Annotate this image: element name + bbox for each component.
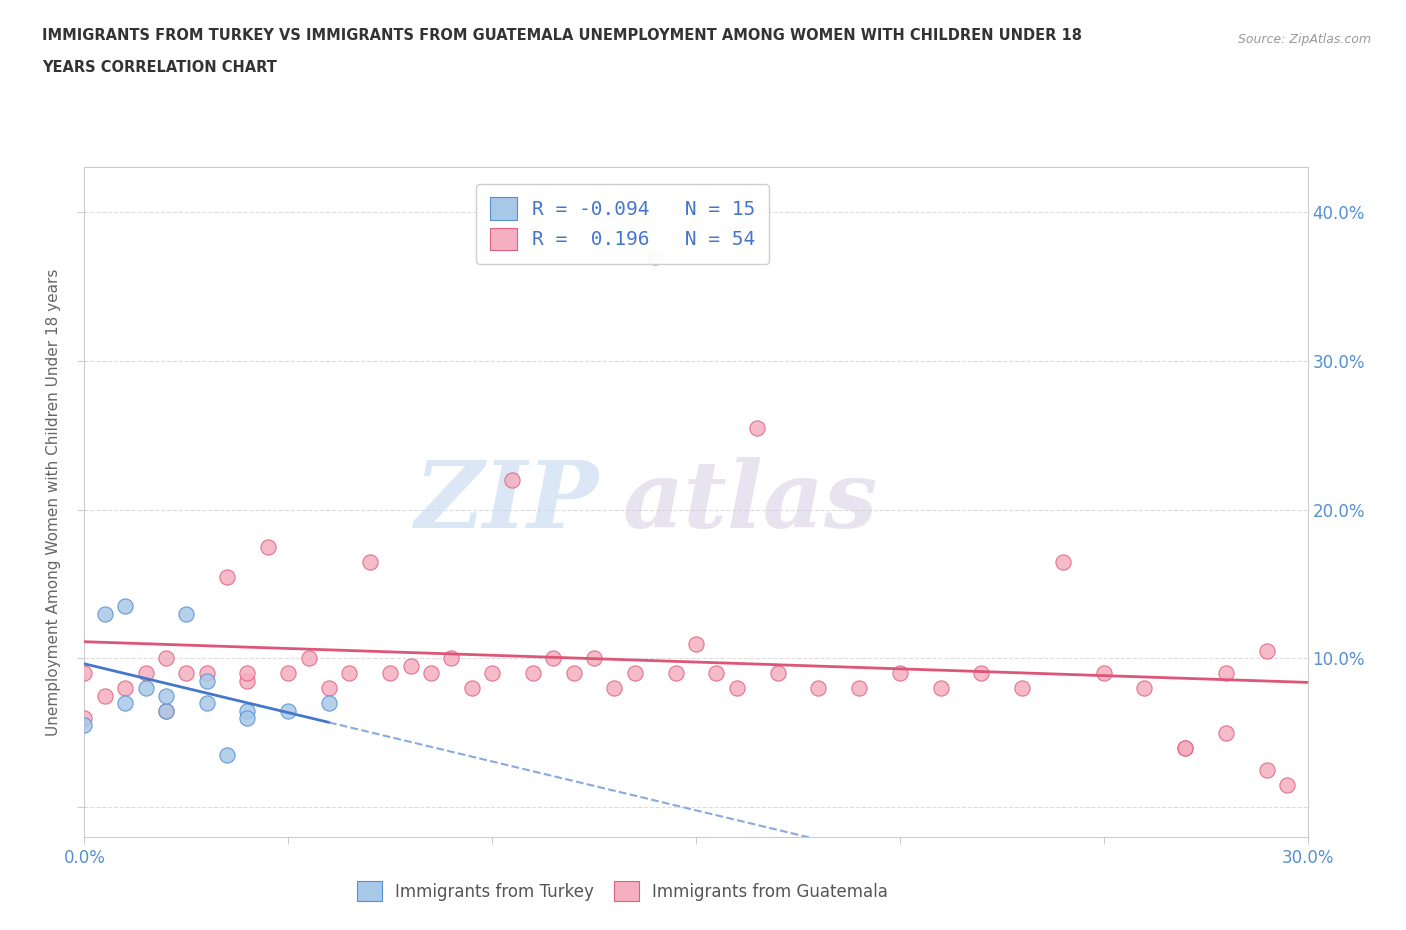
Point [93, 606, 117, 621]
Point [970, 666, 993, 681]
Point [155, 703, 177, 718]
Point [114, 599, 136, 614]
Point [848, 681, 870, 696]
Point [1277, 777, 1299, 792]
Y-axis label: Unemployment Among Women with Children Under 18 years: Unemployment Among Women with Children U… [46, 269, 62, 736]
Point [236, 666, 259, 681]
Legend: Immigrants from Turkey, Immigrants from Guatemala: Immigrants from Turkey, Immigrants from … [349, 873, 897, 909]
Point [380, 666, 402, 681]
Text: YEARS CORRELATION CHART: YEARS CORRELATION CHART [42, 60, 277, 75]
Point [502, 472, 524, 487]
Point [236, 673, 259, 688]
Point [807, 681, 830, 696]
Point [624, 666, 647, 681]
Point [318, 681, 340, 696]
Point [889, 666, 911, 681]
Point [359, 554, 381, 569]
Point [195, 673, 218, 688]
Point [135, 666, 157, 681]
Point [236, 703, 259, 718]
Point [236, 711, 259, 725]
Text: ZIP: ZIP [413, 458, 598, 547]
Point [603, 681, 626, 696]
Point [195, 696, 218, 711]
Point [1215, 725, 1237, 740]
Point [543, 651, 565, 666]
Point [399, 658, 422, 673]
Point [929, 681, 952, 696]
Point [1215, 666, 1237, 681]
Point [725, 681, 748, 696]
Point [766, 666, 789, 681]
Point [195, 666, 218, 681]
Point [420, 666, 443, 681]
Point [747, 420, 769, 435]
Point [73, 718, 96, 733]
Point [583, 651, 606, 666]
Point [1052, 554, 1074, 569]
Point [1011, 681, 1033, 696]
Point [176, 606, 198, 621]
Text: Source: ZipAtlas.com: Source: ZipAtlas.com [1237, 33, 1371, 46]
Point [277, 703, 299, 718]
Point [481, 666, 503, 681]
Point [217, 748, 239, 763]
Point [339, 666, 361, 681]
Text: IMMIGRANTS FROM TURKEY VS IMMIGRANTS FROM GUATEMALA UNEMPLOYMENT AMONG WOMEN WIT: IMMIGRANTS FROM TURKEY VS IMMIGRANTS FRO… [42, 28, 1083, 43]
Point [1256, 644, 1278, 658]
Point [155, 651, 177, 666]
Point [176, 666, 198, 681]
Point [562, 666, 585, 681]
Point [685, 636, 707, 651]
Point [155, 703, 177, 718]
Point [277, 666, 299, 681]
Point [114, 681, 136, 696]
Point [522, 666, 544, 681]
Point [1092, 666, 1115, 681]
Point [257, 539, 280, 554]
Point [706, 666, 728, 681]
Point [440, 651, 463, 666]
Point [461, 681, 484, 696]
Point [644, 249, 666, 264]
Point [73, 666, 96, 681]
Point [318, 696, 340, 711]
Point [1256, 763, 1278, 777]
Point [135, 681, 157, 696]
Point [1174, 740, 1197, 755]
Point [1133, 681, 1156, 696]
Point [1174, 740, 1197, 755]
Point [665, 666, 688, 681]
Point [155, 688, 177, 703]
Point [298, 651, 321, 666]
Point [73, 711, 96, 725]
Point [114, 696, 136, 711]
Point [93, 688, 117, 703]
Point [217, 569, 239, 584]
Text: atlas: atlas [623, 458, 877, 547]
